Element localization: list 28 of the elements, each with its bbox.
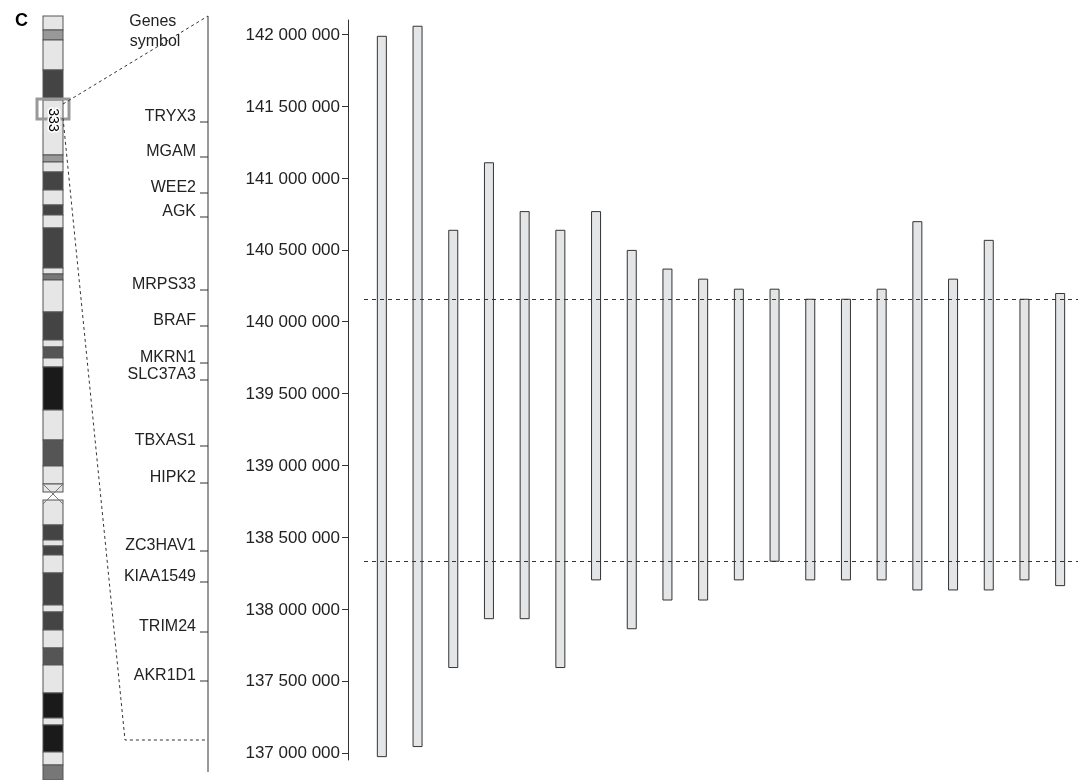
text: 333 — [46, 108, 63, 132]
text: Genes symbol — [129, 11, 181, 49]
y-tick-label: 140 000 000 — [245, 312, 340, 332]
y-tick-label: 137 500 000 — [245, 671, 340, 691]
text: SLC37A3 — [127, 364, 197, 382]
text: TBXAS1 — [134, 430, 197, 448]
y-tick-label: 139 500 000 — [245, 384, 340, 404]
text: KIAA1549 — [123, 566, 197, 584]
text: MGAM — [146, 141, 196, 159]
text: C — [15, 10, 28, 30]
text: MKRN1 — [139, 347, 197, 365]
text: ZC3HAV1 — [125, 535, 197, 553]
y-tick-label: 138 500 000 — [245, 527, 340, 547]
y-tick-label: 142 000 000 — [245, 24, 340, 44]
text: AGK — [162, 201, 197, 219]
y-tick-label: 140 500 000 — [245, 240, 340, 260]
text: MRPS33 — [131, 274, 197, 292]
text: TRIM24 — [139, 616, 197, 634]
y-tick-label: 139 000 000 — [245, 455, 340, 475]
text: TRYX3 — [144, 106, 197, 124]
y-tick-label: 137 000 000 — [245, 743, 340, 763]
text: BRAF — [153, 310, 197, 328]
y-tick-label: 141 500 000 — [245, 96, 340, 116]
text: WEE2 — [150, 177, 197, 195]
y-tick-label: 141 000 000 — [245, 168, 340, 188]
text: HIPK2 — [149, 467, 197, 485]
text: AKR1D1 — [133, 665, 197, 683]
y-tick-label: 138 000 000 — [245, 599, 340, 619]
